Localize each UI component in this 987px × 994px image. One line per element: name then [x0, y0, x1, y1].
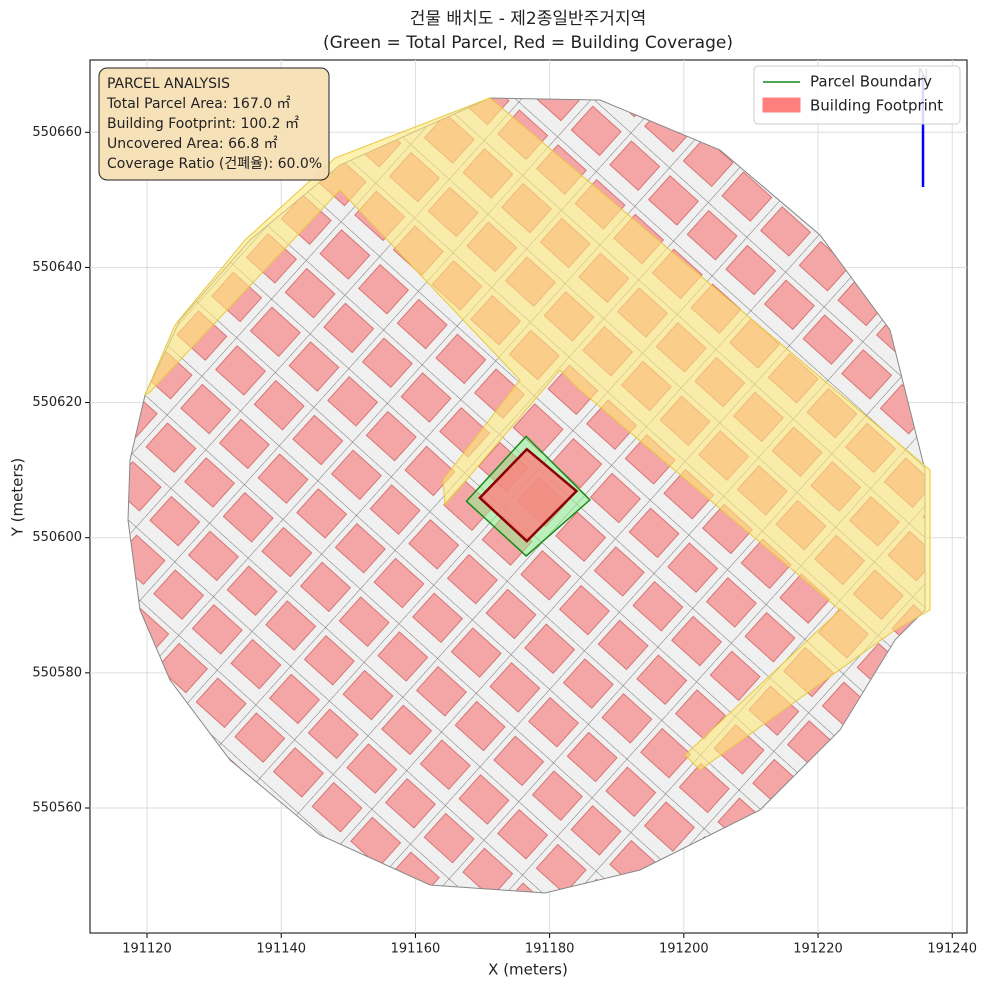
y-axis-label: Y (meters) [9, 458, 27, 538]
y-tick-label: 550620 [32, 395, 82, 410]
building-polygon [478, 447, 579, 543]
chart-subtitle: (Green = Total Parcel, Red = Building Co… [323, 33, 733, 53]
x-tick-label: 191160 [391, 942, 441, 957]
annotation-line: Total Parcel Area: 167.0 ㎡ [106, 96, 291, 112]
x-axis-label: X (meters) [488, 961, 568, 979]
x-tick-label: 191120 [122, 942, 172, 957]
x-tick-label: 191240 [927, 942, 977, 957]
legend-label: Parcel Boundary [810, 73, 932, 91]
y-tick-label: 550580 [32, 665, 82, 680]
x-tick-label: 191180 [525, 942, 575, 957]
legend-swatch [762, 97, 801, 113]
y-tick-label: 550640 [32, 260, 82, 275]
x-tick-label: 191220 [793, 942, 843, 957]
chart-title: 건물 배치도 - 제2종일반주거지역 [410, 9, 646, 29]
y-tick-label: 550600 [32, 530, 82, 545]
annotation-box [98, 67, 330, 181]
annotation-line: PARCEL ANALYSIS [107, 76, 230, 92]
x-tick-label: 191200 [659, 942, 709, 957]
x-tick-label: 191140 [256, 942, 306, 957]
annotation-line: Uncovered Area: 66.8 ㎡ [107, 136, 278, 152]
y-tick-label: 550660 [32, 125, 82, 140]
y-tick-label: 550560 [32, 800, 82, 815]
annotation-line: Coverage Ratio (건폐율): 60.0% [107, 156, 322, 172]
legend [753, 65, 961, 125]
road-band [143, 97, 931, 771]
legend-label: Building Footprint [810, 97, 943, 115]
annotation-line: Building Footprint: 100.2 ㎡ [107, 116, 299, 132]
